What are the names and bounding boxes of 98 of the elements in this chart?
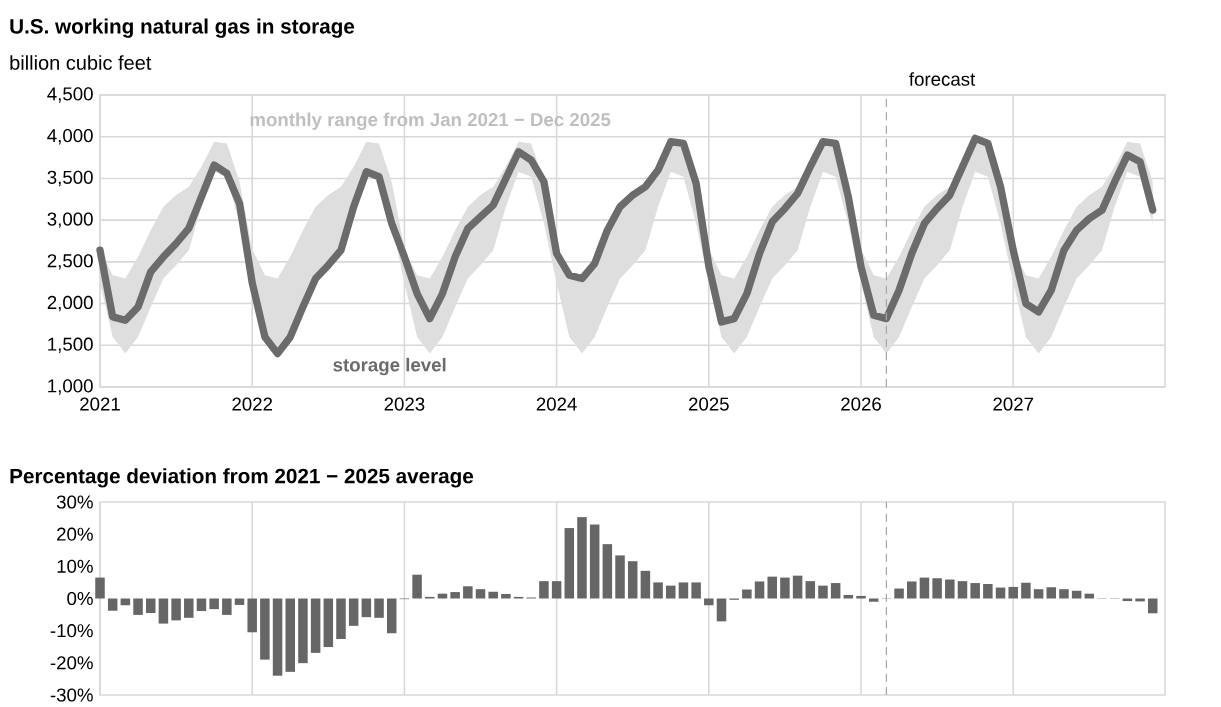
bar bbox=[830, 583, 841, 599]
bar bbox=[894, 588, 904, 599]
bar bbox=[640, 570, 651, 599]
bar bbox=[805, 581, 816, 599]
bar bbox=[310, 598, 321, 653]
bar bbox=[995, 587, 1006, 599]
y-tick-label: 3,500 bbox=[47, 170, 93, 187]
bar bbox=[551, 581, 562, 599]
bar bbox=[907, 581, 917, 599]
bar bbox=[539, 581, 549, 599]
bar bbox=[602, 544, 613, 599]
x-tick-label: 2027 bbox=[993, 397, 1034, 411]
bar bbox=[957, 581, 968, 599]
bar bbox=[767, 576, 777, 599]
bar bbox=[196, 598, 207, 612]
chart-title: U.S. working natural gas in storage bbox=[10, 18, 355, 38]
bar bbox=[412, 574, 422, 599]
bar bbox=[818, 585, 828, 599]
bar bbox=[704, 598, 714, 606]
y-tick-label: 2,000 bbox=[47, 295, 93, 312]
bar bbox=[627, 561, 638, 599]
bar bbox=[374, 598, 384, 618]
y-tick-label: 1,500 bbox=[48, 337, 93, 353]
y-tick-label: 1,000 bbox=[48, 379, 93, 395]
y-tick-label: -10% bbox=[50, 624, 93, 638]
x-tick-label: 2022 bbox=[232, 397, 273, 411]
bar bbox=[285, 598, 296, 672]
bar bbox=[691, 582, 701, 599]
bar bbox=[386, 598, 397, 634]
x-tick-label: 2026 bbox=[841, 397, 881, 411]
bar bbox=[932, 578, 942, 599]
bar bbox=[437, 593, 448, 599]
bar bbox=[1059, 589, 1069, 599]
bar bbox=[919, 577, 930, 599]
bar bbox=[678, 582, 689, 599]
y-tick-label: 30% bbox=[56, 495, 93, 509]
bar bbox=[145, 598, 156, 613]
text: storage level bbox=[333, 357, 446, 376]
bar bbox=[501, 594, 511, 599]
bar bbox=[970, 583, 980, 599]
y-tick-label: 2,500 bbox=[47, 254, 93, 270]
bar bbox=[209, 598, 219, 610]
x-tick-label: 2024 bbox=[536, 397, 577, 411]
bar bbox=[653, 582, 663, 599]
bar bbox=[589, 524, 600, 599]
bar bbox=[754, 581, 765, 599]
bar bbox=[945, 579, 955, 599]
bar bbox=[348, 598, 359, 626]
bar bbox=[475, 589, 486, 599]
bar bbox=[615, 555, 625, 599]
bar bbox=[336, 598, 346, 640]
bar bbox=[361, 598, 372, 618]
bar bbox=[222, 598, 232, 615]
x-tick-label: 2025 bbox=[688, 397, 729, 411]
bar bbox=[666, 585, 676, 599]
bar bbox=[1021, 582, 1031, 599]
bar bbox=[742, 589, 752, 599]
y-tick-label: 0% bbox=[67, 591, 93, 606]
bar bbox=[1046, 587, 1057, 599]
bar bbox=[792, 575, 803, 599]
bar bbox=[1008, 586, 1018, 599]
y-tick-label: 4,000 bbox=[47, 128, 93, 145]
bar bbox=[716, 598, 727, 622]
y-tick-label: -20% bbox=[50, 656, 93, 670]
y-tick-label: 3,000 bbox=[47, 212, 93, 228]
bar bbox=[184, 598, 194, 618]
bar bbox=[260, 598, 270, 660]
bar bbox=[577, 517, 587, 599]
bar bbox=[133, 598, 143, 615]
bar bbox=[1071, 590, 1082, 599]
x-tick-label: 2023 bbox=[384, 397, 425, 411]
y-tick-label: 20% bbox=[57, 527, 93, 541]
y-axis-title: billion cubic feet bbox=[10, 55, 152, 70]
annotation: monthly range from Jan 2021 − Dec 2025 bbox=[250, 112, 611, 131]
bar bbox=[171, 598, 181, 621]
bar bbox=[107, 598, 118, 611]
bar bbox=[1084, 593, 1095, 599]
bar bbox=[450, 592, 460, 599]
bar bbox=[564, 528, 575, 599]
bar bbox=[247, 598, 257, 633]
chart-title: Percentage deviation from 2021 − 2025 average bbox=[10, 468, 474, 488]
bar bbox=[158, 598, 169, 624]
bar bbox=[488, 591, 498, 599]
bar bbox=[843, 594, 854, 599]
bar bbox=[272, 598, 283, 676]
bar bbox=[463, 586, 473, 599]
bar bbox=[780, 577, 790, 599]
bar bbox=[856, 595, 866, 599]
bar bbox=[323, 598, 334, 648]
bar bbox=[95, 577, 105, 599]
bar bbox=[983, 584, 993, 599]
bar bbox=[1033, 589, 1044, 599]
ref-line-label: forecast bbox=[909, 72, 976, 86]
bar bbox=[298, 598, 308, 664]
x-tick-label: 2021 bbox=[80, 397, 120, 411]
y-tick-label: 4,500 bbox=[47, 87, 93, 103]
y-tick-label: 10% bbox=[57, 559, 93, 573]
y-tick-label: -30% bbox=[50, 688, 93, 702]
